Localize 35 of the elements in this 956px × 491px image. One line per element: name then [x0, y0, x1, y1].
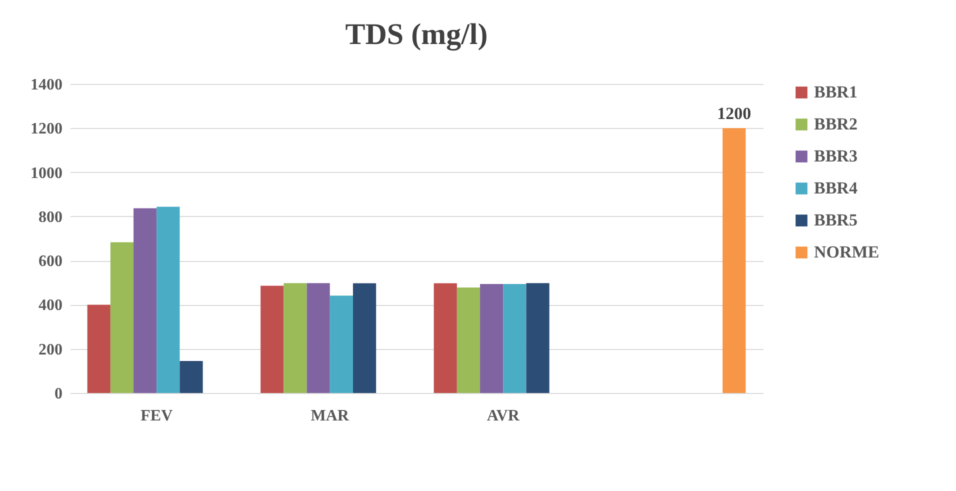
bar: [284, 283, 307, 393]
y-tick-label: 1200: [30, 120, 62, 138]
bar: [456, 288, 480, 393]
y-tick-label: 400: [38, 297, 62, 314]
x-tick-label: FEV: [140, 408, 174, 424]
bar: [134, 208, 157, 393]
y-tick-label: 200: [38, 341, 62, 358]
chart-title: TDS (mg/l): [345, 18, 488, 51]
bar: [722, 128, 746, 393]
legend-label: BBR3: [814, 146, 858, 166]
legend-label: NORME: [814, 242, 880, 262]
bar: [330, 296, 353, 393]
legend-label: BBR5: [814, 210, 858, 230]
bar: [526, 283, 550, 393]
y-tick-label: 1400: [30, 76, 62, 94]
bar: [180, 360, 203, 393]
y-tick-label: 1000: [30, 164, 62, 182]
x-tick-label: AVR: [486, 408, 520, 424]
bar: [503, 284, 526, 393]
bar: [260, 286, 284, 393]
bar: [87, 304, 110, 393]
bar: [306, 283, 330, 393]
y-tick-label: 0: [54, 386, 62, 402]
bar: [156, 206, 180, 393]
y-tick-label: 600: [38, 253, 62, 270]
bar: [434, 283, 457, 393]
data-label: 1200: [717, 104, 752, 124]
bar: [480, 284, 504, 393]
bar: [110, 242, 134, 393]
y-tick-label: 800: [38, 208, 62, 226]
legend-label: BBR1: [814, 82, 858, 102]
legend-label: BBR4: [814, 178, 858, 198]
x-tick-label: MAR: [310, 408, 350, 424]
legend-label: BBR2: [814, 114, 858, 134]
bar: [352, 283, 376, 393]
